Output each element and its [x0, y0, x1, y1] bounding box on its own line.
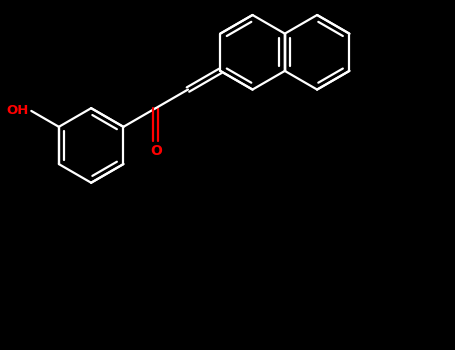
- Text: OH: OH: [7, 104, 29, 117]
- Text: O: O: [150, 144, 162, 158]
